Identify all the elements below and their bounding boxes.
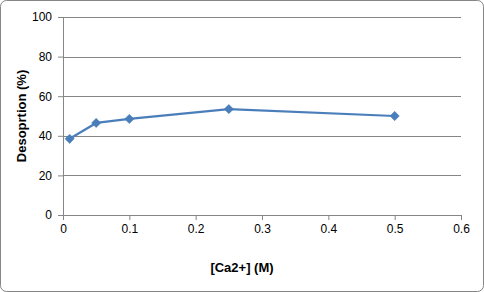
marker — [224, 104, 233, 113]
y-tick: 40 — [39, 129, 63, 143]
grid — [63, 18, 461, 216]
y-tick: 80 — [39, 50, 63, 64]
x-axis: 0 0.1 0.2 0.3 0.4 0.5 0.6 — [60, 215, 470, 236]
x-tick-mark — [196, 215, 197, 220]
series-line — [70, 109, 395, 139]
marker — [390, 111, 399, 120]
y-tick-mark — [58, 17, 63, 18]
y-tick: 60 — [39, 90, 63, 104]
y-tick-label: 100 — [32, 10, 52, 24]
x-tick-label: 0 — [60, 222, 67, 236]
x-tick-label: 0.1 — [121, 222, 138, 236]
x-tick: 0.6 — [453, 215, 470, 236]
x-tick-label: 0.4 — [320, 222, 337, 236]
x-axis-title: [Ca2+] (M) — [210, 260, 273, 275]
y-tick: 20 — [39, 169, 63, 183]
grid-line — [63, 175, 461, 176]
x-tick-label: 0.3 — [254, 222, 271, 236]
x-tick-mark — [461, 215, 462, 220]
x-tick-label: 0.6 — [453, 222, 470, 236]
x-tick-label: 0.2 — [188, 222, 205, 236]
x-tick-label: 0.5 — [387, 222, 404, 236]
y-tick-mark — [58, 96, 63, 97]
series — [65, 104, 399, 143]
marker — [92, 118, 101, 127]
grid-line — [63, 17, 461, 18]
x-tick-mark — [63, 215, 64, 220]
x-tick: 0.3 — [254, 215, 271, 236]
y-axis-line — [63, 18, 64, 216]
marker — [65, 134, 74, 143]
x-tick: 0.2 — [188, 215, 205, 236]
x-tick: 0 — [60, 215, 67, 236]
y-tick-mark — [58, 57, 63, 58]
x-tick: 0.4 — [320, 215, 337, 236]
x-tick-mark — [328, 215, 329, 220]
grid-line — [63, 57, 461, 58]
y-tick-label: 20 — [39, 169, 53, 183]
y-tick: 100 — [32, 10, 63, 24]
x-tick-mark — [129, 215, 130, 220]
y-tick: 0 — [45, 208, 63, 222]
y-tick-label: 0 — [45, 208, 52, 222]
y-axis-title: Desoprtion (%) — [14, 70, 29, 162]
x-tick: 0.1 — [121, 215, 138, 236]
x-tick-mark — [395, 215, 396, 220]
y-tick-mark — [58, 175, 63, 176]
x-tick: 0.5 — [387, 215, 404, 236]
y-tick-label: 40 — [39, 129, 53, 143]
grid-line — [63, 136, 461, 137]
grid-line — [63, 96, 461, 97]
x-tick-mark — [262, 215, 263, 220]
y-tick-mark — [58, 136, 63, 137]
y-axis: 0 20 40 60 80 100 — [32, 10, 64, 222]
y-tick-mark — [58, 215, 63, 216]
y-tick-label: 60 — [39, 90, 53, 104]
plot: 0 0.1 0.2 0.3 0.4 0.5 0.6 0 20 40 60 80 100 — [32, 10, 470, 235]
chart-border — [1, 1, 484, 292]
marker — [125, 114, 134, 123]
y-tick-label: 80 — [39, 50, 53, 64]
chart: 0 0.1 0.2 0.3 0.4 0.5 0.6 0 20 40 60 80 100 [Ca2+] (M… — [0, 0, 484, 292]
